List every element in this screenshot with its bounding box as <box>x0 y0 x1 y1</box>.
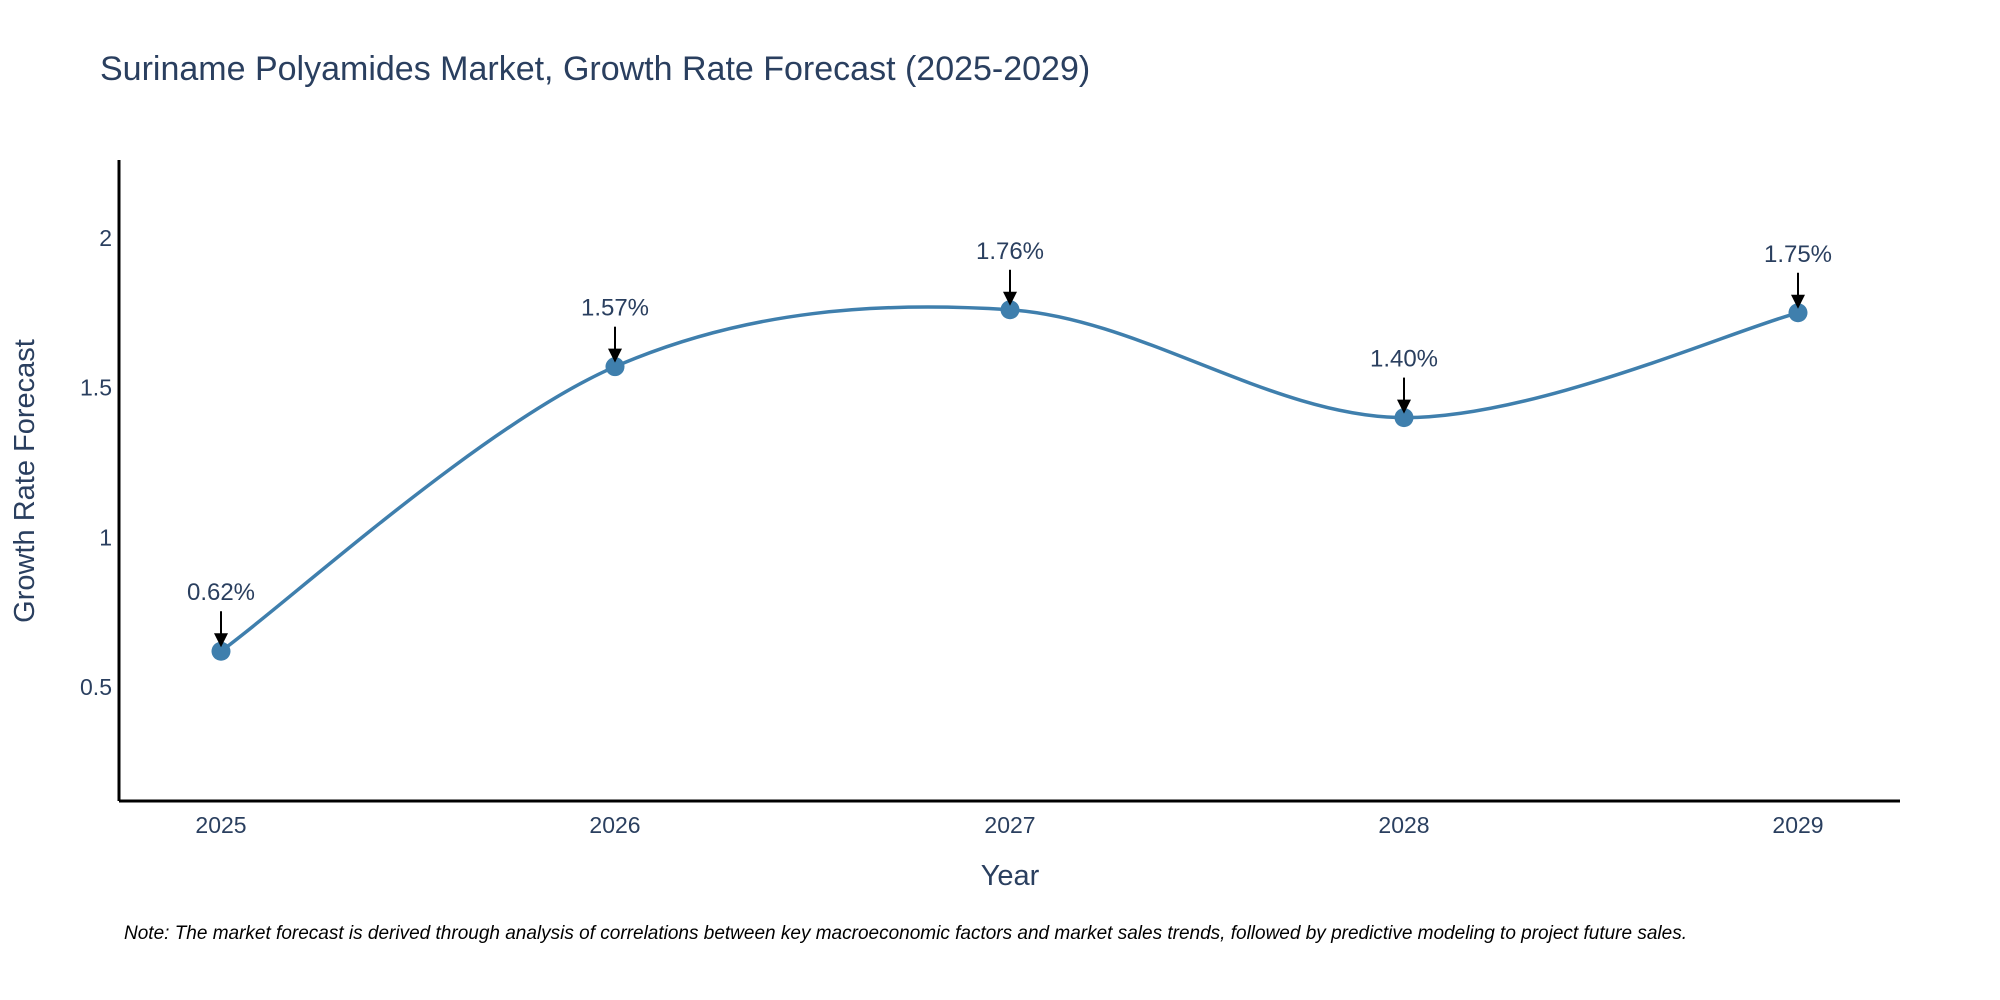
data-point <box>1000 300 1020 320</box>
x-tick-label: 2028 <box>1378 812 1429 838</box>
annotation-arrowhead <box>1397 399 1411 414</box>
y-tick-label: 0.5 <box>80 674 112 700</box>
y-tick-label: 2 <box>99 225 112 251</box>
x-tick-label: 2027 <box>984 812 1035 838</box>
data-label: 0.62% <box>187 579 255 606</box>
annotation-arrowhead <box>214 633 228 648</box>
data-point <box>605 357 625 377</box>
footnote: Note: The market forecast is derived thr… <box>124 923 1687 944</box>
data-label: 1.57% <box>581 295 649 322</box>
data-point <box>1394 408 1414 428</box>
data-label: 1.40% <box>1370 346 1438 373</box>
data-label: 1.75% <box>1764 241 1832 268</box>
data-label: 1.76% <box>976 238 1044 265</box>
annotation-arrowhead <box>608 348 622 363</box>
annotation-arrowhead <box>1791 294 1805 309</box>
chart-title: Suriname Polyamides Market, Growth Rate … <box>100 50 1090 88</box>
annotation-arrowhead <box>1003 291 1017 306</box>
x-tick-label: 2029 <box>1772 812 1823 838</box>
x-axis-title: Year <box>981 860 1040 892</box>
plot-area: 0.5 1 1.5 2 2025 2026 2027 2028 2029 0.62% 1.57% 1.… <box>80 225 1832 838</box>
data-point <box>211 641 231 661</box>
y-axis-title: Growth Rate Forecast <box>9 339 41 623</box>
y-tick-label: 1 <box>99 524 112 550</box>
x-tick-label: 2025 <box>195 812 246 838</box>
y-tick-label: 1.5 <box>80 375 112 401</box>
series-line <box>219 305 1800 653</box>
data-point <box>1788 303 1808 323</box>
x-tick-label: 2026 <box>589 812 640 838</box>
